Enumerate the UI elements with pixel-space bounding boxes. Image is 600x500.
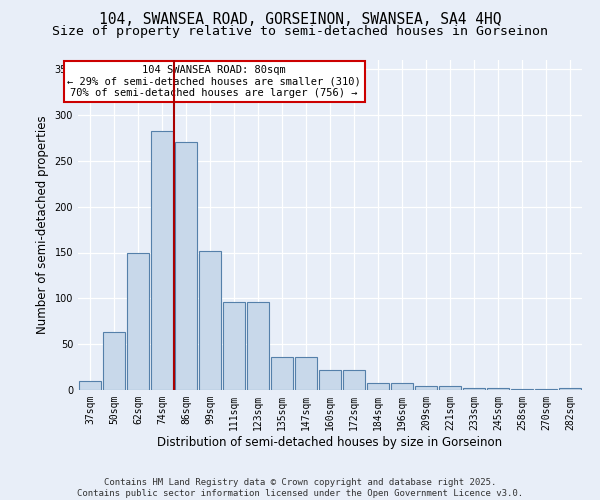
Text: Contains HM Land Registry data © Crown copyright and database right 2025.
Contai: Contains HM Land Registry data © Crown c… — [77, 478, 523, 498]
Bar — [103, 332, 125, 390]
Bar — [319, 370, 341, 390]
Bar — [247, 302, 269, 390]
Bar — [439, 386, 461, 390]
Text: 104 SWANSEA ROAD: 80sqm
← 29% of semi-detached houses are smaller (310)
70% of s: 104 SWANSEA ROAD: 80sqm ← 29% of semi-de… — [67, 65, 361, 98]
Bar — [151, 130, 173, 390]
Bar — [175, 142, 197, 390]
X-axis label: Distribution of semi-detached houses by size in Gorseinon: Distribution of semi-detached houses by … — [157, 436, 503, 448]
Text: Size of property relative to semi-detached houses in Gorseinon: Size of property relative to semi-detach… — [52, 24, 548, 38]
Bar — [343, 370, 365, 390]
Bar — [415, 386, 437, 390]
Bar — [535, 389, 557, 390]
Bar — [559, 388, 581, 390]
Bar — [391, 382, 413, 390]
Bar — [79, 381, 101, 390]
Y-axis label: Number of semi-detached properties: Number of semi-detached properties — [36, 116, 49, 334]
Bar — [223, 302, 245, 390]
Bar — [463, 388, 485, 390]
Bar — [367, 382, 389, 390]
Bar — [199, 250, 221, 390]
Bar — [511, 389, 533, 390]
Bar — [271, 357, 293, 390]
Bar — [487, 388, 509, 390]
Text: 104, SWANSEA ROAD, GORSEINON, SWANSEA, SA4 4HQ: 104, SWANSEA ROAD, GORSEINON, SWANSEA, S… — [99, 12, 501, 28]
Bar — [295, 357, 317, 390]
Bar — [127, 252, 149, 390]
